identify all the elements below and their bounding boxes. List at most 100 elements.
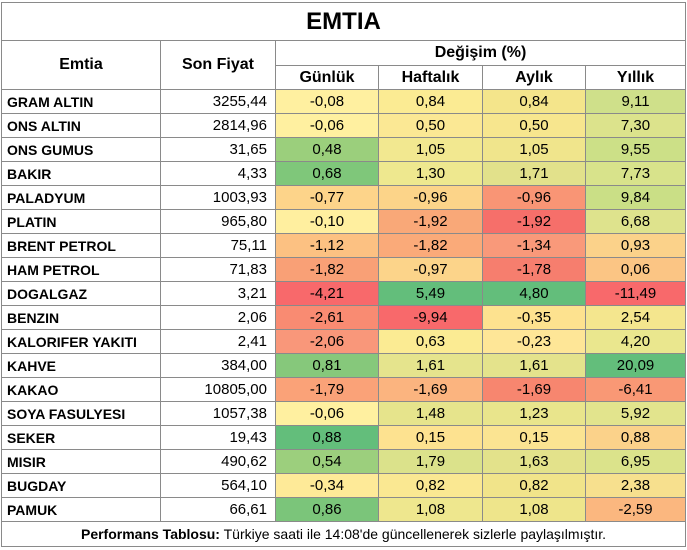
change-monthly: 1,23 — [482, 401, 586, 426]
change-monthly: 0,50 — [482, 113, 586, 138]
change-monthly: -1,78 — [482, 257, 586, 282]
change-monthly: 1,61 — [482, 353, 586, 378]
change-weekly: 1,79 — [378, 449, 483, 474]
table-row: BRENT PETROL 75,11 -1,12 -1,82 -1,34 0,93 — [1, 233, 687, 258]
table-row: KAKAO 10805,00 -1,79 -1,69 -1,69 -6,41 — [1, 377, 687, 402]
last-price: 2814,96 — [160, 113, 276, 138]
change-monthly: 0,84 — [482, 89, 586, 114]
change-weekly: 1,61 — [378, 353, 483, 378]
change-weekly: -1,92 — [378, 209, 483, 234]
change-weekly: -0,97 — [378, 257, 483, 282]
table-row: SEKER 19,43 0,88 0,15 0,15 0,88 — [1, 425, 687, 450]
change-daily: 0,88 — [275, 425, 379, 450]
table-body: GRAM ALTIN 3255,44 -0,08 0,84 0,84 9,11 ONS AL… — [1, 89, 687, 522]
change-yearly: 9,55 — [584, 137, 687, 162]
change-yearly: 6,95 — [584, 449, 687, 474]
last-price: 31,65 — [160, 137, 276, 162]
change-weekly: 5,49 — [378, 281, 483, 306]
change-yearly: 20,09 — [584, 353, 687, 378]
change-weekly: -9,94 — [378, 305, 483, 330]
change-weekly: 0,82 — [378, 473, 483, 498]
change-daily: 0,68 — [275, 161, 379, 186]
change-yearly: 0,88 — [584, 425, 687, 450]
last-price: 71,83 — [160, 257, 276, 282]
change-yearly: 7,73 — [584, 161, 687, 186]
commodity-name: DOGALGAZ — [1, 281, 161, 306]
change-daily: -0,08 — [275, 89, 379, 114]
table-row: HAM PETROL 71,83 -1,82 -0,97 -1,78 0,06 — [1, 257, 687, 282]
change-weekly: -0,96 — [378, 185, 483, 210]
change-monthly: -1,34 — [482, 233, 586, 258]
change-daily: -4,21 — [275, 281, 379, 306]
commodity-name: BENZIN — [1, 305, 161, 330]
change-yearly: 7,30 — [584, 113, 687, 138]
last-price: 564,10 — [160, 473, 276, 498]
change-weekly: 0,15 — [378, 425, 483, 450]
change-monthly: -0,23 — [482, 329, 586, 354]
commodity-name: GRAM ALTIN — [1, 89, 161, 114]
header-son-fiyat: Son Fiyat — [160, 40, 276, 90]
table-row: DOGALGAZ 3,21 -4,21 5,49 4,80 -11,49 — [1, 281, 687, 306]
change-yearly: -2,59 — [584, 497, 687, 522]
commodity-name: MISIR — [1, 449, 161, 474]
footer-text: Türkiye saati ile 14:08'de güncellenerek… — [219, 526, 607, 542]
commodity-name: KAHVE — [1, 353, 161, 378]
change-weekly: 0,84 — [378, 89, 483, 114]
table-row: KAHVE 384,00 0,81 1,61 1,61 20,09 — [1, 353, 687, 378]
last-price: 4,33 — [160, 161, 276, 186]
change-yearly: -6,41 — [584, 377, 687, 402]
change-daily: 0,81 — [275, 353, 379, 378]
commodity-name: PLATIN — [1, 209, 161, 234]
change-daily: -0,06 — [275, 113, 379, 138]
last-price: 10805,00 — [160, 377, 276, 402]
table-row: KALORIFER YAKITI 2,41 -2,06 0,63 -0,23 4,20 — [1, 329, 687, 354]
change-monthly: 1,05 — [482, 137, 586, 162]
change-yearly: 5,92 — [584, 401, 687, 426]
change-weekly: 1,30 — [378, 161, 483, 186]
table-row: SOYA FASULYESI 1057,38 -0,06 1,48 1,23 5,92 — [1, 401, 687, 426]
footer-label: Performans Tablosu: — [80, 526, 220, 542]
change-daily: 0,54 — [275, 449, 379, 474]
commodity-name: SEKER — [1, 425, 161, 450]
header-gunluk: Günlük — [275, 65, 379, 90]
table-row: BENZIN 2,06 -2,61 -9,94 -0,35 2,54 — [1, 305, 687, 330]
last-price: 490,62 — [160, 449, 276, 474]
last-price: 3255,44 — [160, 89, 276, 114]
commodity-name: SOYA FASULYESI — [1, 401, 161, 426]
commodity-name: KAKAO — [1, 377, 161, 402]
table-row: MISIR 490,62 0,54 1,79 1,63 6,95 — [1, 449, 687, 474]
change-daily: -0,06 — [275, 401, 379, 426]
table-row: BAKIR 4,33 0,68 1,30 1,71 7,73 — [1, 161, 687, 186]
change-weekly: 1,05 — [378, 137, 483, 162]
change-monthly: -1,69 — [482, 377, 586, 402]
header-emtia: Emtia — [1, 40, 161, 90]
change-weekly: -1,82 — [378, 233, 483, 258]
commodity-name: PAMUK — [1, 497, 161, 522]
change-yearly: 9,11 — [584, 89, 687, 114]
last-price: 19,43 — [160, 425, 276, 450]
header-haftalik: Haftalık — [378, 65, 483, 90]
table-row: PALADYUM 1003,93 -0,77 -0,96 -0,96 9,84 — [1, 185, 687, 210]
table-row: BUGDAY 564,10 -0,34 0,82 0,82 2,38 — [1, 473, 687, 498]
last-price: 3,21 — [160, 281, 276, 306]
change-yearly: 4,20 — [584, 329, 687, 354]
change-monthly: 1,63 — [482, 449, 586, 474]
change-daily: -1,82 — [275, 257, 379, 282]
commodity-name: ONS ALTIN — [1, 113, 161, 138]
change-daily: -0,34 — [275, 473, 379, 498]
change-yearly: 6,68 — [584, 209, 687, 234]
table-row: PLATIN 965,80 -0,10 -1,92 -1,92 6,68 — [1, 209, 687, 234]
change-monthly: -0,96 — [482, 185, 586, 210]
change-daily: -1,79 — [275, 377, 379, 402]
commodity-name: BRENT PETROL — [1, 233, 161, 258]
last-price: 1003,93 — [160, 185, 276, 210]
change-yearly: 0,06 — [584, 257, 687, 282]
header-degisim: Değişim (%) — [274, 40, 687, 66]
last-price: 384,00 — [160, 353, 276, 378]
commodity-name: BUGDAY — [1, 473, 161, 498]
header-yillik: Yıllık — [584, 65, 687, 90]
change-daily: -0,77 — [275, 185, 379, 210]
change-monthly: 1,08 — [482, 497, 586, 522]
